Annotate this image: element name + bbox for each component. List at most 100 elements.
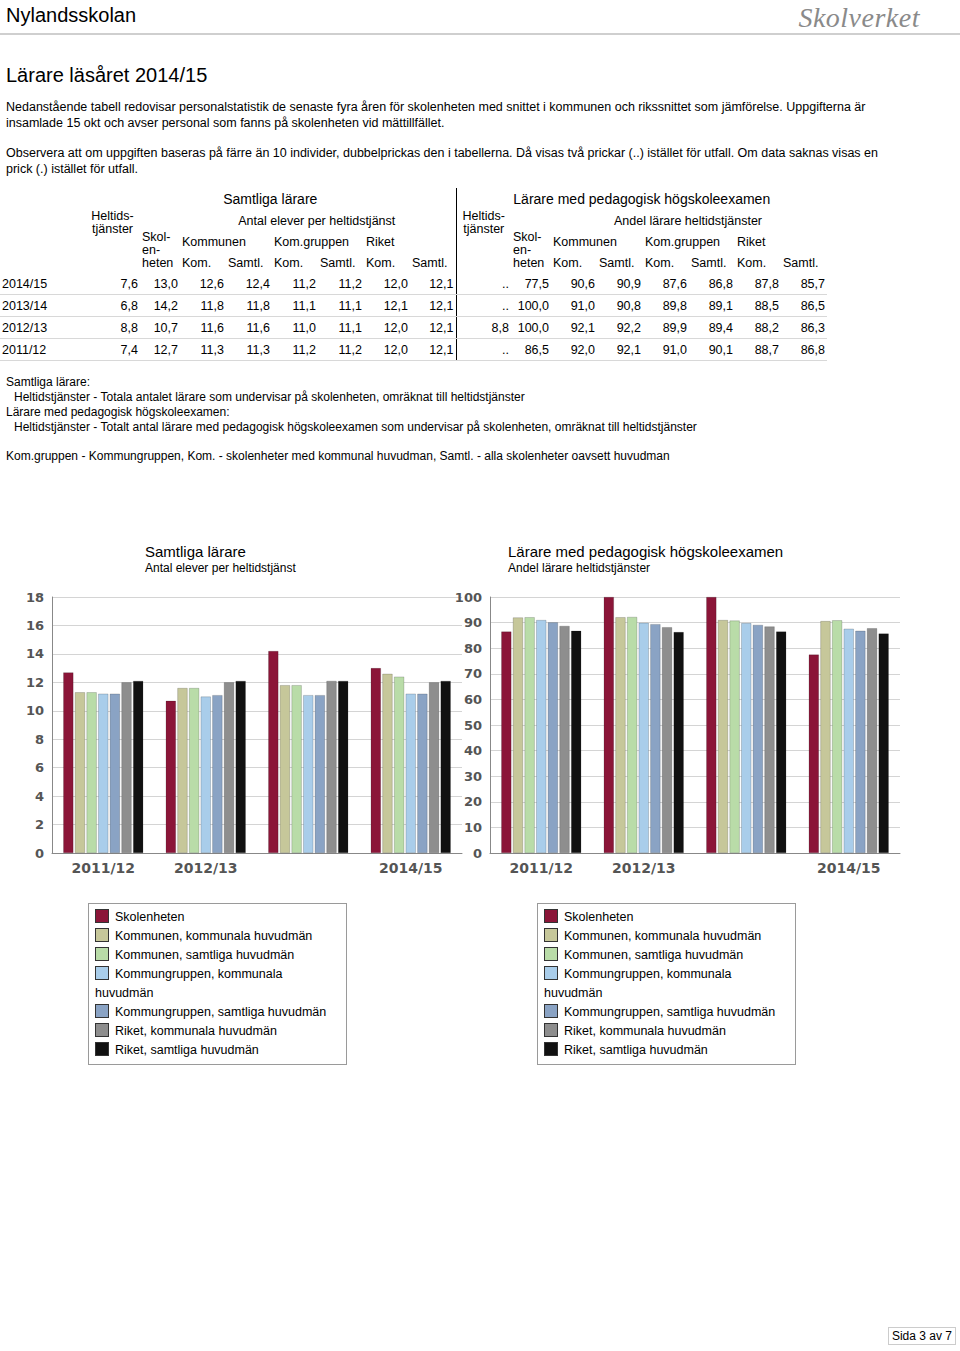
html-text:Kom.: Kom. — [182, 255, 212, 270]
html-text:11,6: 11,6 — [246, 320, 270, 335]
html-text:6,8: 6,8 — [120, 298, 138, 313]
html-text:11,8: 11,8 — [200, 298, 224, 313]
html-text:100,0: 100,0 — [517, 298, 549, 313]
html-text:90,9: 90,9 — [616, 276, 641, 291]
svg-text:0: 0 — [35, 846, 44, 861]
svg-text:18: 18 — [26, 590, 44, 605]
html-text:87,8: 87,8 — [754, 276, 779, 291]
html-text:Samtl.: Samtl. — [412, 255, 448, 270]
html-text:Nylandsskolan: Nylandsskolan — [6, 4, 137, 26]
svg-text:10: 10 — [26, 703, 44, 718]
html-text:Riket: Riket — [737, 234, 766, 249]
html-text:11,0: 11,0 — [292, 320, 316, 335]
html-text:2014/15: 2014/15 — [2, 276, 48, 291]
html-text:12,6: 12,6 — [199, 276, 224, 291]
html-text:89,8: 89,8 — [662, 298, 687, 313]
html-text:Kom.: Kom. — [645, 255, 675, 270]
html-text:Samtl.: Samtl. — [599, 255, 635, 270]
html-text:Kommunen: Kommunen — [553, 234, 617, 249]
html-text:Kom.: Kom. — [274, 255, 304, 270]
html-text:11,1: 11,1 — [338, 298, 362, 313]
svg-text:4: 4 — [35, 789, 44, 804]
svg-text:2014/15: 2014/15 — [817, 860, 881, 876]
html-text:Observera att om uppgiften bas: Observera att om uppgiften baseras på fä… — [6, 146, 878, 176]
html-text:12,1: 12,1 — [429, 298, 454, 313]
html-text:12,1: 12,1 — [429, 276, 454, 291]
html-text:85,7: 85,7 — [800, 276, 825, 291]
svg-text:70: 70 — [464, 666, 482, 681]
html-text:Andel lärare heltidstjänster: Andel lärare heltidstjänster — [614, 213, 762, 228]
html-text:Samtliga lärare: Samtliga lärare — [145, 543, 246, 560]
svg-text:2: 2 — [35, 817, 44, 832]
html-text:Kom.gruppen: Kom.gruppen — [645, 234, 721, 249]
html-text:Kommungruppen, kommunala huvud: Kommungruppen, kommunala huvudmän — [95, 967, 283, 1000]
html-text:Samtl.: Samtl. — [320, 255, 356, 270]
svg-text:2011/12: 2011/12 — [509, 860, 573, 876]
html-text:2012/13: 2012/13 — [2, 320, 48, 335]
svg-text:90: 90 — [464, 615, 482, 630]
html-text:Nedanstående tabell redovisar: Nedanstående tabell redovisar personalst… — [6, 100, 866, 130]
svg-text:6: 6 — [35, 760, 44, 775]
html-text:90,6: 90,6 — [570, 276, 595, 291]
svg-text:2012/13: 2012/13 — [612, 860, 676, 876]
svg-text:100: 100 — [455, 590, 482, 605]
html-text:Skolverket: Skolverket — [798, 2, 920, 33]
html-text:11,2: 11,2 — [292, 276, 316, 291]
html-text:14,2: 14,2 — [153, 298, 178, 313]
html-text:8,8: 8,8 — [120, 320, 138, 335]
svg-text:80: 80 — [464, 641, 482, 656]
svg-text:0: 0 — [473, 846, 482, 861]
html-text:Antal elever per heltidstjänst: Antal elever per heltidstjänst — [238, 213, 396, 228]
html-text:Kom.gruppen: Kom.gruppen — [274, 234, 350, 249]
html-text:12,0: 12,0 — [383, 320, 408, 335]
html-text:Kom.: Kom. — [553, 255, 583, 270]
html-text:89,1: 89,1 — [708, 298, 733, 313]
html-text:Kom.: Kom. — [737, 255, 767, 270]
html-text:Lärare med pedagogisk högskole: Lärare med pedagogisk högskoleexamen — [508, 543, 784, 560]
html-text:11,6: 11,6 — [200, 320, 224, 335]
html-text:12,4: 12,4 — [245, 276, 270, 291]
html-text:12,0: 12,0 — [383, 276, 408, 291]
html-text:Lärare läsåret 2014/15: Lärare läsåret 2014/15 — [6, 64, 208, 86]
html-text:Samtl.: Samtl. — [691, 255, 727, 270]
html-text:77,5: 77,5 — [524, 276, 549, 291]
html-text:87,6: 87,6 — [662, 276, 687, 291]
html-text:88,5: 88,5 — [754, 298, 779, 313]
svg-text:30: 30 — [464, 769, 482, 784]
svg-text:12: 12 — [26, 675, 44, 690]
html-text:Samtl.: Samtl. — [228, 255, 264, 270]
svg-text:60: 60 — [464, 692, 482, 707]
svg-text:14: 14 — [26, 646, 44, 661]
svg-text:50: 50 — [464, 718, 482, 733]
html-text:91,0: 91,0 — [570, 298, 595, 313]
html-text:Samtliga lärare: Samtliga lärare — [223, 191, 318, 207]
html-text:11,1: 11,1 — [338, 320, 362, 335]
html-text:12,1: 12,1 — [383, 298, 408, 313]
svg-text:8: 8 — [35, 732, 44, 747]
html-text:11,1: 11,1 — [292, 298, 316, 313]
html-text:Kom.: Kom. — [366, 255, 396, 270]
html-text:7,6: 7,6 — [120, 276, 138, 291]
html-text:8,8: 8,8 — [491, 320, 509, 335]
svg-text:2012/13: 2012/13 — [174, 860, 238, 876]
html-text:86,5: 86,5 — [800, 298, 825, 313]
html-text:11,8: 11,8 — [246, 298, 270, 313]
svg-text:40: 40 — [464, 743, 482, 758]
svg-text:2014/15: 2014/15 — [379, 860, 443, 876]
svg-text:16: 16 — [26, 618, 44, 633]
html-text:13,0: 13,0 — [153, 276, 178, 291]
svg-text:20: 20 — [464, 794, 482, 809]
html-text:12,1: 12,1 — [429, 320, 454, 335]
html-text:Samtl.: Samtl. — [783, 255, 819, 270]
svg-text:2011/12: 2011/12 — [71, 860, 135, 876]
html-text:Riket: Riket — [366, 234, 395, 249]
html-text:11,2: 11,2 — [338, 276, 362, 291]
html-text:10,7: 10,7 — [153, 320, 178, 335]
html-text:Kommungruppen, kommunala huvud: Kommungruppen, kommunala huvudmän — [544, 967, 732, 1000]
html-text:Kommunen: Kommunen — [182, 234, 246, 249]
html-text:90,8: 90,8 — [616, 298, 641, 313]
svg-text:10: 10 — [464, 820, 482, 835]
html-text:2013/14: 2013/14 — [2, 298, 48, 313]
html-text:Lärare med pedagogisk högskole: Lärare med pedagogisk högskoleexamen — [513, 191, 771, 207]
html-text:86,8: 86,8 — [708, 276, 733, 291]
